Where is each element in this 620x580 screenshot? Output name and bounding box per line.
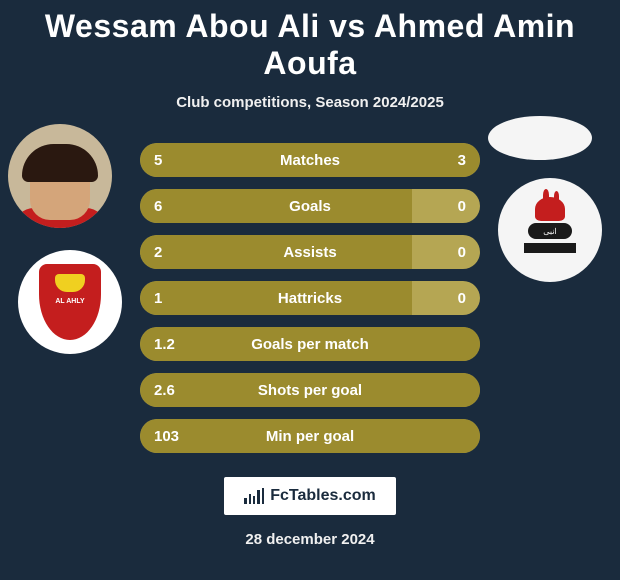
stat-row: 5Matches3 — [140, 143, 480, 177]
stat-row: 103Min per goal — [140, 419, 480, 453]
stat-row: 1.2Goals per match — [140, 327, 480, 361]
stat-label: Assists — [140, 244, 480, 261]
stat-row: 6Goals0 — [140, 189, 480, 223]
chart-icon — [244, 488, 264, 504]
page-title: Wessam Abou Ali vs Ahmed Amin Aoufa — [0, 8, 620, 82]
stat-label: Hattricks — [140, 290, 480, 307]
stat-value-right: 3 — [458, 152, 466, 169]
stat-row: 2Assists0 — [140, 235, 480, 269]
player-left-avatar — [8, 124, 112, 228]
footer-date: 28 december 2024 — [245, 531, 374, 548]
stat-value-right: 0 — [458, 290, 466, 307]
player-right-avatar — [488, 116, 592, 160]
subtitle: Club competitions, Season 2024/2025 — [176, 94, 444, 111]
stat-value-right: 0 — [458, 198, 466, 215]
club-right-badge: انبى — [498, 178, 602, 282]
stat-label: Matches — [140, 152, 480, 169]
stat-value-right: 0 — [458, 244, 466, 261]
stats-list: 5Matches3 6Goals0 2Assists0 1Hattricks0 1.2G… — [140, 143, 480, 453]
stat-row: 1Hattricks0 — [140, 281, 480, 315]
club-left-badge: AL AHLY — [18, 250, 122, 354]
brand-text: FcTables.com — [270, 487, 376, 505]
stat-label: Goals — [140, 198, 480, 215]
stat-row: 2.6Shots per goal — [140, 373, 480, 407]
stat-label: Min per goal — [140, 428, 480, 445]
comparison-card: Wessam Abou Ali vs Ahmed Amin Aoufa Club… — [0, 0, 620, 580]
stat-label: Goals per match — [140, 336, 480, 353]
stat-label: Shots per goal — [140, 382, 480, 399]
brand-logo[interactable]: FcTables.com — [224, 477, 396, 515]
